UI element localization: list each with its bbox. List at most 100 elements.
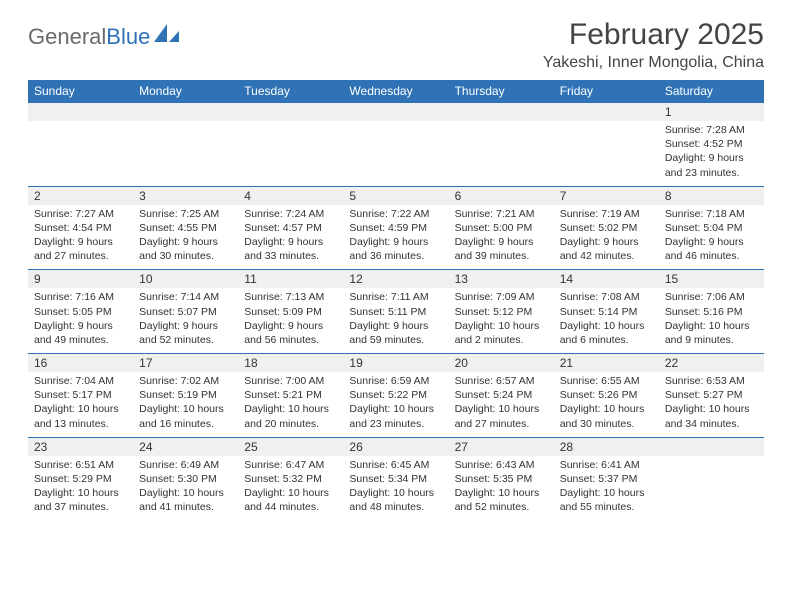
daylight-line: Daylight: 10 hours and 9 minutes. [665, 319, 758, 347]
calendar: SundayMondayTuesdayWednesdayThursdayFrid… [28, 80, 764, 520]
day-info-row: Sunrise: 6:51 AMSunset: 5:29 PMDaylight:… [28, 456, 764, 521]
sunset-line: Sunset: 4:52 PM [665, 137, 758, 151]
month-title: February 2025 [543, 18, 764, 52]
day-number: 3 [133, 186, 238, 205]
sunset-line: Sunset: 5:37 PM [560, 472, 653, 486]
day-number [449, 102, 554, 121]
daylight-line: Daylight: 9 hours and 42 minutes. [560, 235, 653, 263]
daylight-line: Daylight: 10 hours and 37 minutes. [34, 486, 127, 514]
day-info: Sunrise: 7:24 AMSunset: 4:57 PMDaylight:… [238, 205, 343, 270]
sunset-line: Sunset: 5:19 PM [139, 388, 232, 402]
daylight-line: Daylight: 10 hours and 41 minutes. [139, 486, 232, 514]
weekday-header-row: SundayMondayTuesdayWednesdayThursdayFrid… [28, 80, 764, 102]
day-info-row: Sunrise: 7:16 AMSunset: 5:05 PMDaylight:… [28, 288, 764, 353]
sunset-line: Sunset: 5:26 PM [560, 388, 653, 402]
day-info: Sunrise: 7:28 AMSunset: 4:52 PMDaylight:… [659, 121, 764, 186]
sunset-line: Sunset: 5:29 PM [34, 472, 127, 486]
weekday-header: Friday [554, 80, 659, 102]
day-info [554, 121, 659, 186]
daylight-line: Daylight: 9 hours and 49 minutes. [34, 319, 127, 347]
day-number: 17 [133, 353, 238, 372]
sunset-line: Sunset: 5:24 PM [455, 388, 548, 402]
day-number-row: 1 [28, 102, 764, 121]
sunrise-line: Sunrise: 7:22 AM [349, 207, 442, 221]
day-info: Sunrise: 7:19 AMSunset: 5:02 PMDaylight:… [554, 205, 659, 270]
day-info [133, 121, 238, 186]
daylight-line: Daylight: 10 hours and 23 minutes. [349, 402, 442, 430]
day-number: 19 [343, 353, 448, 372]
day-info: Sunrise: 6:57 AMSunset: 5:24 PMDaylight:… [449, 372, 554, 437]
day-number: 27 [449, 437, 554, 456]
day-number: 2 [28, 186, 133, 205]
sunrise-line: Sunrise: 6:59 AM [349, 374, 442, 388]
day-info: Sunrise: 7:02 AMSunset: 5:19 PMDaylight:… [133, 372, 238, 437]
daylight-line: Daylight: 10 hours and 48 minutes. [349, 486, 442, 514]
sunset-line: Sunset: 5:00 PM [455, 221, 548, 235]
day-info: Sunrise: 7:25 AMSunset: 4:55 PMDaylight:… [133, 205, 238, 270]
day-info: Sunrise: 7:16 AMSunset: 5:05 PMDaylight:… [28, 288, 133, 353]
daylight-line: Daylight: 10 hours and 6 minutes. [560, 319, 653, 347]
sunset-line: Sunset: 5:14 PM [560, 305, 653, 319]
sunset-line: Sunset: 5:05 PM [34, 305, 127, 319]
logo-text-gray: General [28, 24, 106, 49]
day-info: Sunrise: 7:21 AMSunset: 5:00 PMDaylight:… [449, 205, 554, 270]
day-info: Sunrise: 7:22 AMSunset: 4:59 PMDaylight:… [343, 205, 448, 270]
sunset-line: Sunset: 4:55 PM [139, 221, 232, 235]
day-number-row: 232425262728 [28, 437, 764, 456]
sunrise-line: Sunrise: 7:14 AM [139, 290, 232, 304]
header: GeneralBlue February 2025 Yakeshi, Inner… [28, 18, 764, 72]
sunset-line: Sunset: 5:07 PM [139, 305, 232, 319]
sunrise-line: Sunrise: 6:51 AM [34, 458, 127, 472]
daylight-line: Daylight: 9 hours and 33 minutes. [244, 235, 337, 263]
sunrise-line: Sunrise: 7:21 AM [455, 207, 548, 221]
calendar-page: GeneralBlue February 2025 Yakeshi, Inner… [0, 0, 792, 532]
day-number [28, 102, 133, 121]
day-number: 8 [659, 186, 764, 205]
title-block: February 2025 Yakeshi, Inner Mongolia, C… [543, 18, 764, 72]
day-number: 14 [554, 269, 659, 288]
day-number: 6 [449, 186, 554, 205]
day-number: 18 [238, 353, 343, 372]
day-info: Sunrise: 6:53 AMSunset: 5:27 PMDaylight:… [659, 372, 764, 437]
sunset-line: Sunset: 5:11 PM [349, 305, 442, 319]
sunrise-line: Sunrise: 6:53 AM [665, 374, 758, 388]
logo: GeneralBlue [28, 24, 180, 49]
sunrise-line: Sunrise: 6:55 AM [560, 374, 653, 388]
daylight-line: Daylight: 9 hours and 30 minutes. [139, 235, 232, 263]
day-info: Sunrise: 6:49 AMSunset: 5:30 PMDaylight:… [133, 456, 238, 521]
daylight-line: Daylight: 10 hours and 52 minutes. [455, 486, 548, 514]
day-number [343, 102, 448, 121]
day-number: 7 [554, 186, 659, 205]
day-info: Sunrise: 7:13 AMSunset: 5:09 PMDaylight:… [238, 288, 343, 353]
day-info [449, 121, 554, 186]
sunset-line: Sunset: 5:34 PM [349, 472, 442, 486]
sunset-line: Sunset: 4:54 PM [34, 221, 127, 235]
day-info: Sunrise: 7:06 AMSunset: 5:16 PMDaylight:… [659, 288, 764, 353]
day-info: Sunrise: 6:47 AMSunset: 5:32 PMDaylight:… [238, 456, 343, 521]
weekday-header: Monday [133, 80, 238, 102]
day-info [659, 456, 764, 521]
sunset-line: Sunset: 5:04 PM [665, 221, 758, 235]
day-info: Sunrise: 6:45 AMSunset: 5:34 PMDaylight:… [343, 456, 448, 521]
sunset-line: Sunset: 5:22 PM [349, 388, 442, 402]
sunrise-line: Sunrise: 7:13 AM [244, 290, 337, 304]
daylight-line: Daylight: 9 hours and 36 minutes. [349, 235, 442, 263]
weekday-header: Wednesday [343, 80, 448, 102]
day-info: Sunrise: 7:27 AMSunset: 4:54 PMDaylight:… [28, 205, 133, 270]
day-number: 22 [659, 353, 764, 372]
day-number: 20 [449, 353, 554, 372]
daylight-line: Daylight: 9 hours and 39 minutes. [455, 235, 548, 263]
day-number: 13 [449, 269, 554, 288]
sunset-line: Sunset: 5:21 PM [244, 388, 337, 402]
day-info: Sunrise: 6:51 AMSunset: 5:29 PMDaylight:… [28, 456, 133, 521]
daylight-line: Daylight: 10 hours and 27 minutes. [455, 402, 548, 430]
daylight-line: Daylight: 9 hours and 56 minutes. [244, 319, 337, 347]
daylight-line: Daylight: 9 hours and 46 minutes. [665, 235, 758, 263]
day-info [343, 121, 448, 186]
daylight-line: Daylight: 10 hours and 55 minutes. [560, 486, 653, 514]
day-info: Sunrise: 7:00 AMSunset: 5:21 PMDaylight:… [238, 372, 343, 437]
day-number: 10 [133, 269, 238, 288]
sunrise-line: Sunrise: 7:19 AM [560, 207, 653, 221]
daylight-line: Daylight: 9 hours and 59 minutes. [349, 319, 442, 347]
weekday-header: Thursday [449, 80, 554, 102]
